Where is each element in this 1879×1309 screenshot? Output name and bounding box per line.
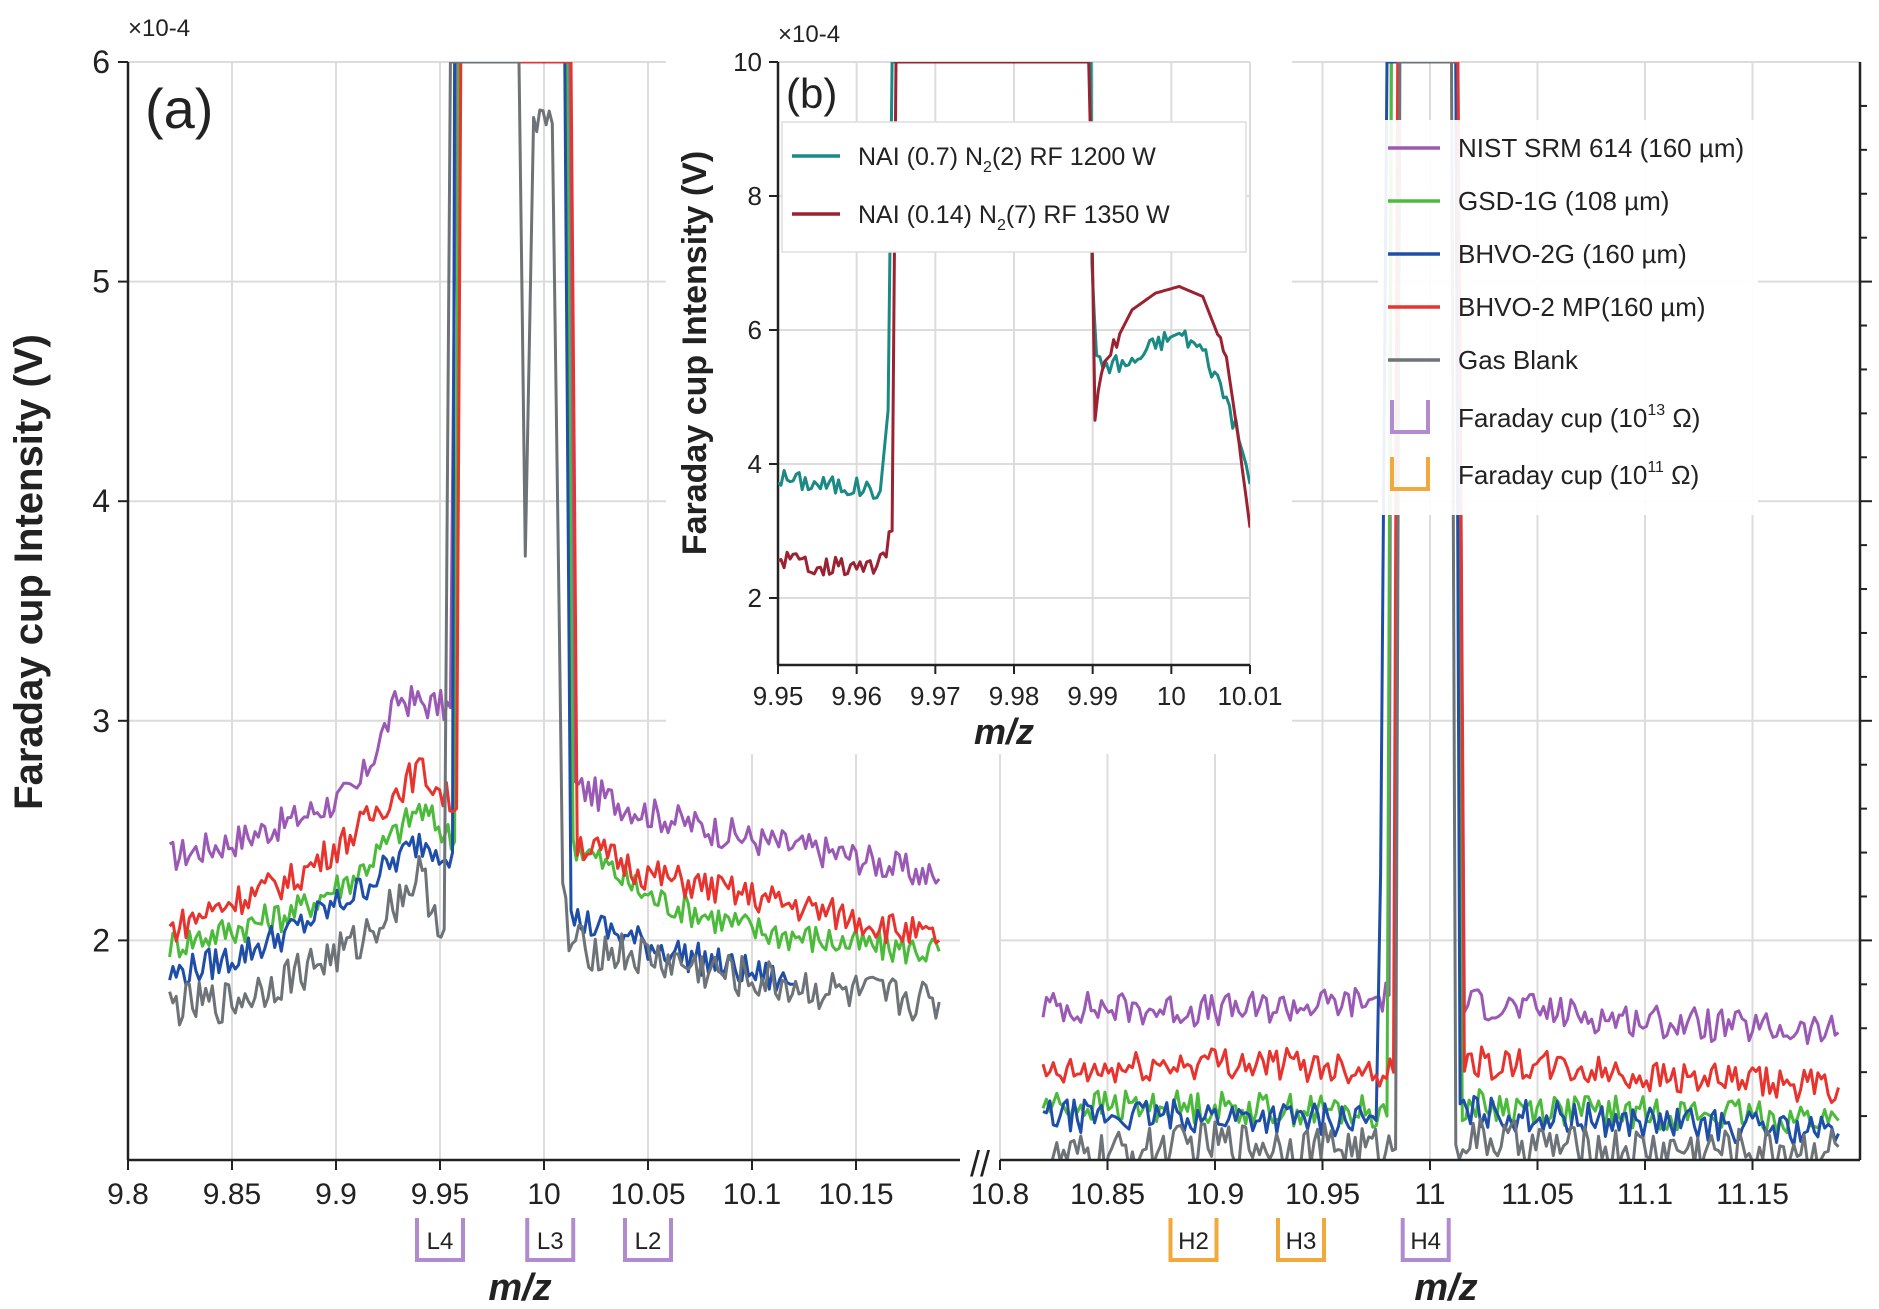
series-line-gsd [1041,62,1840,1135]
cup-marker [1276,1218,1326,1262]
series-line-nist [1041,62,1840,1045]
legend-cup-icon [1390,400,1430,434]
xtick-label-right: 11.1 [1617,1178,1673,1211]
inset-legend-sub: 2 [997,217,1006,234]
panel-a-xlabel-right: m/z [1414,1267,1477,1309]
ytick-label: 2 [92,922,110,958]
inset-xtick-label: 9.95 [753,681,804,711]
legend-cup-icon [1390,457,1430,491]
panel-a-exponent: ×10-4 [128,15,190,42]
xtick-label-right: 11 [1414,1178,1445,1211]
inset-xtick-label: 9.98 [989,681,1040,711]
legend-cup-sup: 11 [1647,459,1664,476]
cup-marker [525,1218,576,1262]
legend-label: NIST SRM 614 (160 µm) [1458,133,1744,163]
xtick-label-right: 10.85 [1070,1178,1145,1211]
legend-cup-text: Faraday cup (10 [1458,460,1647,490]
ytick-label: 5 [92,264,110,300]
panel-a-xlabel-left: m/z [488,1267,551,1309]
panel-a-label: (a) [145,77,213,140]
legend-label: BHVO-2 MP(160 µm) [1458,292,1706,322]
xtick-label-left: 10.05 [610,1178,685,1211]
legend-background [1378,120,1758,515]
legend-label: BHVO-2G (160 µm) [1458,239,1687,269]
inset-ytick-label: 6 [748,315,762,345]
legend-cup-tail: Ω) [1664,460,1699,490]
legend-label: Gas Blank [1458,345,1579,375]
axis-break-mark: // [970,1143,990,1184]
inset-xtick-label: 9.99 [1067,681,1118,711]
cup-marker [623,1218,673,1262]
cup-label: H4 [1410,1228,1441,1255]
series-line-nist [168,62,941,886]
panel-a-axes: 9.8 9.85 9.9 9.95 10 10.05 10.1 10.15 10.8 10.85 1… [92,44,1872,1211]
xtick-label-left: 10.1 [723,1178,781,1211]
cup-marker [415,1218,465,1262]
inset-legend-box [781,121,1247,253]
xtick-label-right: 10.9 [1186,1178,1244,1211]
xtick-label-right: 11.05 [1501,1178,1574,1211]
series-line-gas [168,62,941,1027]
legend-cup-tail: Ω) [1665,403,1700,433]
xtick-label-left: 9.95 [411,1178,469,1211]
inset-ytick-label: 8 [748,181,762,211]
legend-cup-sup: 13 [1647,402,1665,419]
panel-a-series [168,62,1840,1160]
xtick-label-left: 9.8 [107,1178,149,1211]
series-line-bhvo2g [168,62,794,992]
inset-xtick-label: 10 [1157,681,1186,711]
ytick-label: 4 [92,483,110,519]
cup-label: H3 [1286,1228,1317,1255]
inset-xtick-label: 9.96 [831,681,882,711]
legend-cup-label: Faraday cup (1013 Ω) [1458,402,1700,433]
inset-exponent: ×10-4 [778,21,840,48]
legend-label: GSD-1G (108 µm) [1458,186,1669,216]
inset-ytick-label: 2 [748,583,762,613]
cup-label: L2 [635,1228,662,1255]
inset-legend-text: NAI (0.7) N [858,143,983,171]
xtick-label-right: 11.15 [1716,1178,1789,1211]
faraday-cup-markers: L4 L3 L2 H2 H3 H4 [415,1218,1451,1262]
cup-marker [1400,1218,1451,1262]
legend-cup-label: Faraday cup (1011 Ω) [1458,459,1699,490]
ytick-label: 3 [92,703,110,739]
legend-cup-text: Faraday cup (10 [1458,403,1647,433]
inset-series-line-teal [778,62,1250,500]
xtick-label-left: 10 [527,1178,560,1211]
series-line-bhvo2mp [1041,62,1840,1105]
xtick-label-right: 10.8 [971,1178,1029,1211]
inset-xtick-label: 9.97 [910,681,961,711]
inset-xlabel: m/z [974,711,1034,752]
inset-legend-label: NAI (0.7) N2(2) RF 1200 W [858,143,1156,176]
panel-b-inset: 9.95 9.96 9.97 9.98 9.99 10 10.01 2 4 6 8 10 ×10-4 (b… [666,14,1292,754]
xtick-label-right: 10.95 [1285,1178,1360,1211]
inset-legend-sub: 2 [983,159,992,176]
inset-legend-tail: (7) RF 1350 W [1006,201,1170,229]
inset-label: (b) [786,70,837,117]
xtick-label-left: 9.85 [203,1178,261,1211]
series-line-gsd [168,62,941,965]
panel-a-legend: NIST SRM 614 (160 µm) GSD-1G (108 µm) BHVO… [1378,120,1758,515]
inset-ylabel: Faraday cup Intensity (V) [676,151,714,555]
inset-legend-text: NAI (0.14) N [858,201,997,229]
cup-label: L3 [537,1228,564,1255]
ytick-label: 6 [92,44,110,80]
inset-legend-tail: (2) RF 1200 W [992,143,1156,171]
cup-label: L4 [427,1228,454,1255]
inset-ytick-label: 4 [748,449,762,479]
series-line-bhvo2g [1042,62,1840,1147]
inset-series-line-darkred [778,62,1250,577]
cup-label: H2 [1178,1228,1209,1255]
xtick-label-left: 10.15 [818,1178,893,1211]
inset-ytick-label: 10 [733,47,762,77]
panel-a-ylabel: Faraday cup Intensity (V) [7,334,51,810]
cup-marker [1168,1218,1219,1262]
xtick-label-left: 9.9 [315,1178,357,1211]
series-line-bhvo2mp [168,62,941,945]
inset-legend-label: NAI (0.14) N2(7) RF 1350 W [858,201,1170,234]
inset-xtick-label: 10.01 [1217,681,1282,711]
series-line-gas [1050,62,1840,1160]
